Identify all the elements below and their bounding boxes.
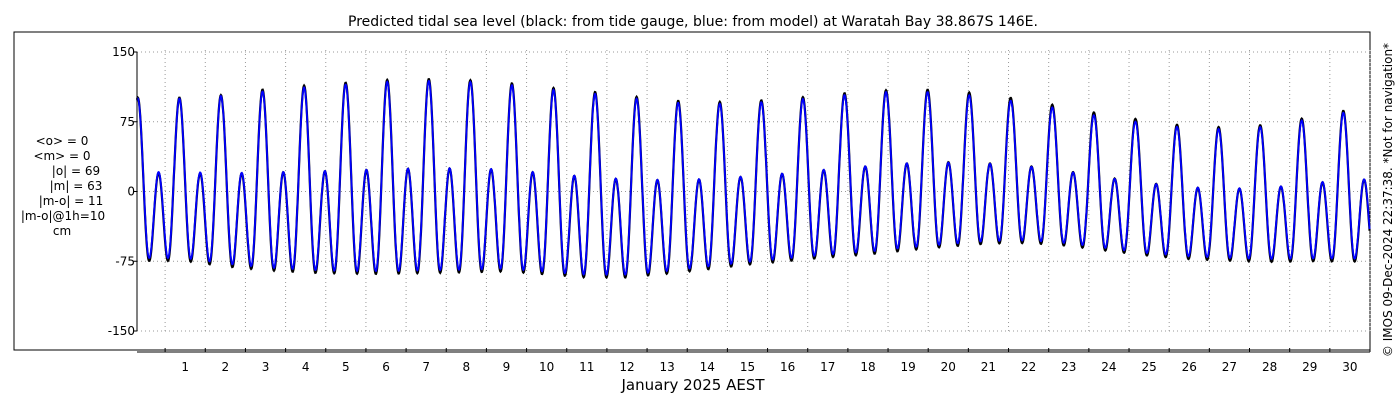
y-tick-label: 75: [120, 115, 135, 129]
credit-text: © IMOS 09-Dec-2024 22:37:38. *Not for na…: [1381, 43, 1395, 357]
x-tick-label: 7: [422, 360, 430, 374]
stat-line: |m| = 63: [50, 179, 103, 193]
stat-line: |m-o|@1h=10: [21, 209, 105, 223]
x-tick-label: 12: [619, 360, 634, 374]
x-tick-label: 14: [700, 360, 715, 374]
x-tick-label: 11: [579, 360, 594, 374]
x-tick-label: 27: [1222, 360, 1237, 374]
y-tick-label: -75: [115, 254, 135, 268]
x-tick-label: 19: [900, 360, 915, 374]
x-tick-label: 5: [342, 360, 350, 374]
y-tick-label: 0: [127, 185, 135, 199]
x-tick-label: 1: [181, 360, 189, 374]
x-tick-label: 21: [981, 360, 996, 374]
x-tick-label: 22: [1021, 360, 1036, 374]
y-tick-label: -150: [108, 324, 135, 338]
x-tick-label: 18: [860, 360, 875, 374]
x-tick-label: 3: [262, 360, 270, 374]
series-line-model: [136, 80, 1371, 277]
stats-panel: <o> = 0<m> = 0|o| = 69|m| = 63|m-o| = 11…: [21, 134, 105, 238]
x-tick-label: 29: [1302, 360, 1317, 374]
x-tick-label: 15: [740, 360, 755, 374]
series-line-tide-gauge: [135, 77, 1371, 280]
stat-line: |m-o| = 11: [39, 194, 104, 208]
x-tick-label: 4: [302, 360, 310, 374]
x-tick-label: 8: [463, 360, 471, 374]
x-tick-label: 10: [539, 360, 554, 374]
x-tick-label: 2: [222, 360, 230, 374]
stat-line: cm: [53, 224, 71, 238]
x-axis-label: January 2025 AEST: [621, 376, 766, 394]
chart-title: Predicted tidal sea level (black: from t…: [348, 14, 1038, 30]
x-tick-label: 13: [660, 360, 675, 374]
x-tick-label: 20: [941, 360, 956, 374]
x-tick-label: 6: [382, 360, 390, 374]
stat-line: |o| = 69: [52, 164, 100, 178]
x-tick-label: 17: [820, 360, 835, 374]
series-layer: [135, 77, 1371, 280]
x-tick-label: 24: [1101, 360, 1116, 374]
x-tick-label: 9: [503, 360, 511, 374]
x-tick-label: 23: [1061, 360, 1076, 374]
x-tick-label: 25: [1141, 360, 1156, 374]
x-tick-label: 16: [780, 360, 795, 374]
x-tick-label: 30: [1342, 360, 1357, 374]
x-tick-label: 28: [1262, 360, 1277, 374]
stat-line: <m> = 0: [33, 149, 90, 163]
x-tick-label: 26: [1182, 360, 1197, 374]
y-tick-label: 150: [112, 45, 135, 59]
stat-line: <o> = 0: [36, 134, 89, 148]
